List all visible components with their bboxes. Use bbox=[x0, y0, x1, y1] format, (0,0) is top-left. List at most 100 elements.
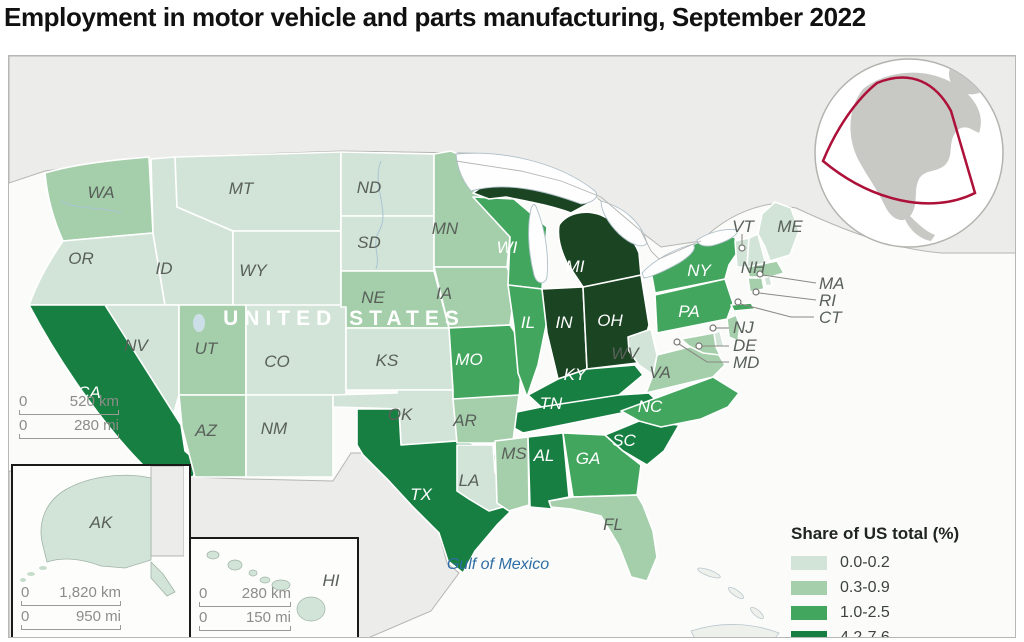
state-AL bbox=[527, 432, 570, 510]
state-labels: WA OR ID MT WY NV UT CO CA AZ NM ND SD N… bbox=[68, 178, 803, 534]
svg-text:NJ: NJ bbox=[733, 318, 754, 337]
svg-text:NM: NM bbox=[261, 419, 288, 438]
svg-text:MS: MS bbox=[501, 444, 527, 463]
leader-dots bbox=[673, 244, 764, 350]
svg-text:IL: IL bbox=[521, 313, 535, 332]
state-WV bbox=[627, 328, 658, 376]
legend-title: Share of US total (%) bbox=[791, 524, 960, 543]
gulf-of-mexico-label: Gulf of Mexico bbox=[447, 556, 549, 573]
svg-text:IN: IN bbox=[556, 313, 574, 332]
hawaii-scalebar: 0 280 km 0 150 mi bbox=[199, 585, 291, 633]
svg-text:CT: CT bbox=[819, 308, 843, 327]
svg-text:WY: WY bbox=[239, 261, 268, 280]
leader-lines bbox=[678, 234, 817, 363]
svg-text:NE: NE bbox=[361, 288, 385, 307]
svg-text:AR: AR bbox=[452, 411, 477, 430]
legend-swatch bbox=[791, 555, 827, 570]
svg-text:NC: NC bbox=[638, 397, 663, 416]
state-RI bbox=[763, 275, 773, 287]
svg-text:ND: ND bbox=[357, 178, 382, 197]
state-ME bbox=[757, 201, 800, 262]
state-OR bbox=[28, 232, 166, 306]
svg-text:ID: ID bbox=[156, 259, 173, 278]
map-extent-outline bbox=[821, 76, 977, 205]
svg-text:IA: IA bbox=[436, 284, 452, 303]
hawaii-inset: HI 0 280 km 0 150 mi bbox=[189, 537, 359, 637]
svg-text:MT: MT bbox=[229, 179, 255, 198]
svg-text:NH: NH bbox=[741, 258, 766, 277]
svg-text:AZ: AZ bbox=[194, 421, 217, 440]
state-HI bbox=[206, 550, 326, 622]
main-scalebar: 0 520 km 0 280 mi bbox=[19, 393, 119, 441]
leadered-state-labels: MA RI CT NJ DE MD bbox=[733, 274, 845, 372]
svg-text:OH: OH bbox=[597, 311, 623, 330]
svg-text:FL: FL bbox=[603, 515, 623, 534]
great-salt-lake bbox=[193, 314, 205, 332]
svg-text:PA: PA bbox=[678, 302, 699, 321]
svg-text:ME: ME bbox=[777, 217, 803, 236]
svg-text:KS: KS bbox=[376, 351, 399, 370]
rivers bbox=[60, 160, 384, 270]
legend-item: 4.2-7.6 bbox=[791, 625, 1015, 637]
state-NJ bbox=[726, 314, 741, 342]
svg-text:VT: VT bbox=[732, 217, 755, 236]
country-label: UNITED STATES bbox=[223, 307, 465, 330]
svg-text:NV: NV bbox=[124, 336, 149, 355]
svg-text:MA: MA bbox=[819, 274, 845, 293]
svg-text:AL: AL bbox=[533, 446, 555, 465]
legend-swatch bbox=[791, 630, 827, 637]
map-panel: WA OR ID MT WY NV UT CO CA AZ NM ND SD N… bbox=[8, 55, 1016, 638]
state-label-HI: HI bbox=[323, 571, 340, 590]
state-WA bbox=[44, 156, 154, 242]
svg-text:VA: VA bbox=[649, 363, 671, 382]
legend-swatch bbox=[791, 605, 827, 620]
aleutian-islands bbox=[20, 566, 47, 582]
canada-in-inset bbox=[150, 466, 184, 557]
great-lakes bbox=[455, 152, 738, 284]
state-NC bbox=[620, 376, 740, 428]
svg-text:CO: CO bbox=[264, 352, 290, 371]
svg-text:MO: MO bbox=[455, 350, 482, 369]
legend-swatch bbox=[791, 580, 827, 595]
svg-text:KY: KY bbox=[564, 365, 588, 384]
svg-text:WA: WA bbox=[87, 183, 114, 202]
svg-text:WV: WV bbox=[611, 344, 640, 363]
state-label-AK: AK bbox=[89, 513, 113, 532]
svg-text:RI: RI bbox=[819, 291, 836, 310]
svg-text:DE: DE bbox=[733, 336, 757, 355]
svg-text:OK: OK bbox=[388, 405, 413, 424]
page-title: Employment in motor vehicle and parts ma… bbox=[4, 2, 866, 32]
svg-text:MN: MN bbox=[432, 219, 459, 238]
states bbox=[28, 150, 800, 582]
globe-inset bbox=[814, 58, 1004, 248]
central-america-silhouette bbox=[905, 215, 935, 241]
state-KS bbox=[345, 327, 454, 391]
svg-text:WI: WI bbox=[497, 238, 518, 257]
legend-item: 1.0-2.5 bbox=[791, 600, 1015, 625]
svg-text:SC: SC bbox=[612, 431, 636, 450]
svg-text:LA: LA bbox=[459, 471, 480, 490]
svg-text:MI: MI bbox=[566, 257, 585, 276]
svg-text:TX: TX bbox=[410, 485, 432, 504]
international-boundary-line bbox=[455, 160, 702, 260]
svg-text:SD: SD bbox=[357, 233, 381, 252]
alaska-scalebar: 0 1,820 km 0 950 mi bbox=[21, 584, 121, 632]
state-FL bbox=[548, 494, 658, 582]
north-america-silhouette bbox=[850, 72, 981, 221]
state-CT bbox=[747, 277, 765, 293]
state-SD bbox=[340, 215, 435, 272]
state-ND bbox=[340, 151, 435, 217]
svg-text:MD: MD bbox=[733, 353, 759, 372]
state-MS bbox=[494, 436, 530, 512]
caribbean-islands bbox=[690, 567, 780, 637]
svg-text:OR: OR bbox=[68, 249, 94, 268]
svg-text:TN: TN bbox=[540, 394, 563, 413]
legend: Share of US total (%) 0.0-0.2 0.3-0.9 1.… bbox=[791, 524, 1015, 637]
svg-text:GA: GA bbox=[576, 449, 601, 468]
alaska-inset: AK 0 1,820 km 0 950 mi bbox=[11, 464, 191, 637]
svg-text:NY: NY bbox=[687, 261, 712, 280]
svg-text:UT: UT bbox=[195, 339, 219, 358]
state-NM bbox=[245, 394, 334, 478]
state-AK bbox=[40, 474, 176, 597]
